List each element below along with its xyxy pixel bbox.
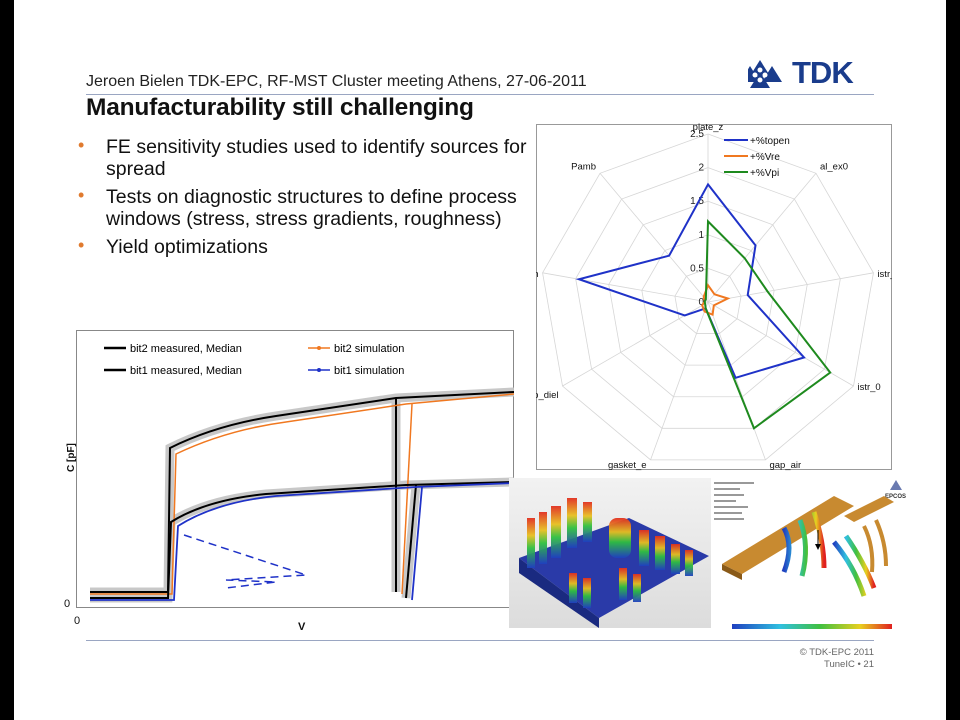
radar-axis-label: Pamb [571,161,596,172]
tdk-logo [748,60,782,88]
radar-grid-ring [608,200,808,398]
radar-series-vpi [703,219,832,430]
radar-frame [536,124,892,470]
epcos-logo: EPCOS [885,480,906,500]
radar-spoke [542,272,709,303]
cv-legend: bit2 measured, Median bit2 simulation bi… [104,343,404,377]
bullet-dot-icon: • [78,235,85,255]
radar-spoke [707,272,874,303]
radar-axis-label: al_ex0 [820,161,848,172]
bullet-item: • Tests on diagnostic structures to defin… [78,185,548,230]
cv-x-axis-label: V [298,621,306,633]
legend-label-bit1-sim: bit1 simulation [334,365,404,377]
radar-axis-label: istr_b [877,269,892,280]
bullet-text: Yield optimizations [106,236,268,258]
radar-spoke [707,301,766,461]
radar-axis-label: ap_diel [536,390,559,401]
fe-spring-deformation-render: EPCOS [714,476,910,636]
radar-grid-ring [575,167,841,429]
legend-label-topen: +%topen [750,136,790,147]
radar-axis-label: overetch [536,269,539,280]
radar-axis-label: istr_0 [857,382,880,393]
series-bit2-simulation [90,393,514,595]
footer-copyright: © TDK-EPC 2011 [799,647,874,658]
epcos-logo-text: EPCOS [885,494,906,500]
bullet-item: • FE sensitivity studies used to identify… [78,135,548,180]
bullet-text: Tests on diagnostic structures to define… [106,186,517,230]
radar-spoke [650,301,709,461]
bullet-dot-icon: • [78,135,85,155]
legend-label-vpi: +%Vpi [750,168,779,179]
radar-grid-ring [674,267,742,334]
radar-tick-label: 1.5 [690,196,704,207]
footer-divider [86,640,874,641]
legend-label-vre: +%Vre [750,152,780,163]
radar-spoke [599,173,709,303]
radar-axis-label: plate_z [693,122,724,133]
radar-grid-ring [542,133,874,461]
radar-grid-ring [641,234,775,366]
bullet-list: • FE sensitivity studies used to identify… [78,135,548,264]
cv-y-tick-label: 0 [64,598,71,610]
bullet-text: FE sensitivity studies used to identify … [106,136,527,180]
legend-label-bit2-sim: bit2 simulation [334,343,404,355]
radar-tick-label: 0.5 [690,263,704,274]
footer-page-number: TuneIC • 21 [824,659,874,670]
radar-tick-label: 1 [698,230,704,241]
radar-tick-label: 2.5 [690,129,704,140]
cv-y-axis-label: C [pF] [66,443,77,472]
solver-info-text [714,482,754,520]
series-bit1-hysteresis [183,534,307,589]
legend-label-bit2-measured: bit2 measured, Median [130,343,242,355]
radar-grid [542,133,874,461]
stress-colorbar [732,624,892,629]
bullet-item: • Yield optimizations [78,235,548,258]
cv-chart: bit2 measured, Median bit2 simulation bi… [76,330,514,608]
series-bit2-measured [90,391,514,593]
header-divider [86,94,874,95]
radar-tick-label: 2 [698,163,704,174]
slide: Jeroen Bielen TDK-EPC, RF-MST Cluster me… [14,0,946,720]
series-bit1-measured [90,481,514,599]
radar-tick-label: 0 [698,297,704,308]
series-bit1-simulation [90,482,514,601]
cv-chart-frame [76,330,514,608]
meeting-header: Jeroen Bielen TDK-EPC, RF-MST Cluster me… [86,73,587,90]
radar-axis-label: gap_air [769,460,801,471]
slide-title: Manufacturability still challenging [86,94,474,121]
radar-spoke [707,173,817,303]
tdk-logo-text: TDK [792,55,854,90]
radar-legend: +%topen +%Vre +%Vpi [724,136,790,179]
cv-x-tick-label: 0 [74,615,81,627]
sensitivity-radar-chart: 0 0.5 1 1.5 2 2.5 plate_z al_ex0 istr_b istr_0ga… [536,122,892,471]
legend-label-bit1-measured: bit1 measured, Median [130,365,242,377]
radar-axis-label: gasket_e [608,460,647,471]
bullet-dot-icon: • [78,185,85,205]
fe-stress-simulation-render [509,478,711,628]
